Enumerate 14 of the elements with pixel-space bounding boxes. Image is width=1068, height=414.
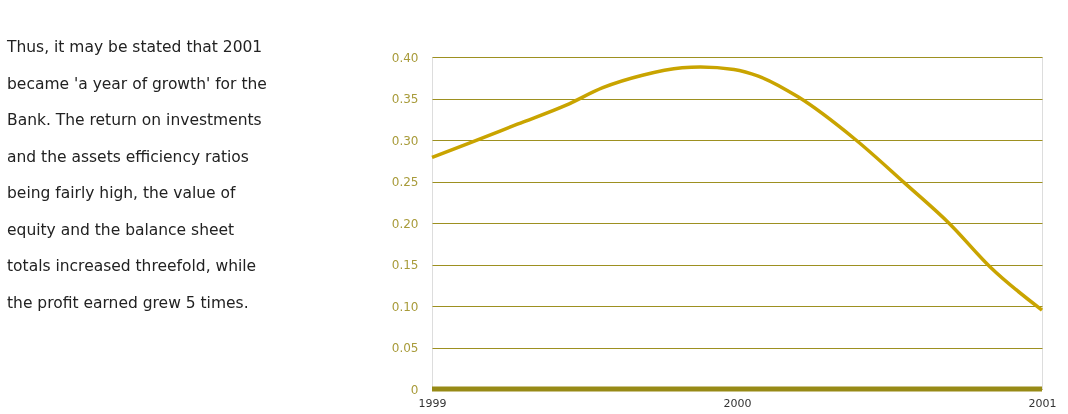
y-tick-label: 0 [410,382,419,397]
line-series [430,65,1044,312]
x-tick-label: 2001 [1028,396,1057,410]
y-tick-label: 0.40 [391,50,419,65]
y-tick-label: 0.05 [391,341,419,355]
y-tick-label: 0.20 [391,216,419,231]
x-tick-label: 2000 [723,396,752,410]
y-tick-label: 0.35 [391,92,419,106]
y-tick-label: 0.10 [391,299,419,314]
y-tick-label: 0.15 [391,258,419,272]
text: Thus, it may be stated that 2001 became 'a year of growth' for the Bank. The return on investments and the assets efficiency ratios being fairly high, the value of equity and the balance sheet totals increased threefold, while the profit earned grew 5 times. [6,38,267,312]
x-tick-label: 1999 [418,396,447,410]
y-tick-label: 0.25 [391,175,419,189]
y-tick-label: 0.30 [391,133,419,148]
